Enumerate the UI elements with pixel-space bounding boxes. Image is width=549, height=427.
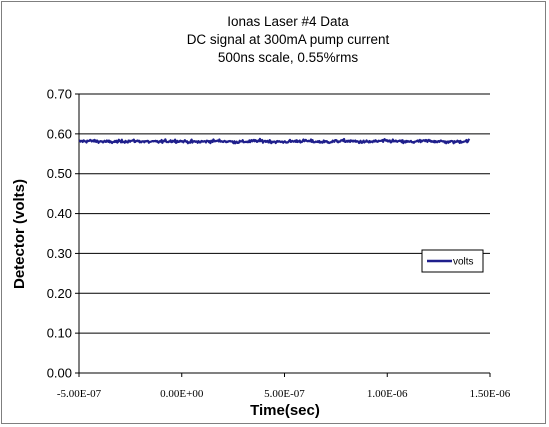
x-tick-label-1: 0.00E+00 <box>160 388 204 400</box>
chart-title: Ionas Laser #4 Data DC signal at 300mA p… <box>187 14 390 65</box>
legend-box <box>421 249 484 273</box>
y-tick-label-0: 0.00 <box>47 366 72 381</box>
y-tick-label-5: 0.50 <box>47 166 72 181</box>
x-tick-label-0: -5.00E-07 <box>57 388 102 400</box>
legend-label-volts: volts <box>453 257 474 268</box>
y-tick-label-1: 0.10 <box>47 326 72 341</box>
y-tick-label-2: 0.20 <box>47 286 72 301</box>
chart-title-line-1: Ionas Laser #4 Data <box>227 14 349 29</box>
y-tick-label-3: 0.30 <box>47 246 72 261</box>
y-axis-label: Detector (volts) <box>11 179 28 289</box>
y-tick-label-4: 0.40 <box>47 206 72 221</box>
chart-title-line-3: 500ns scale, 0.55%rms <box>218 50 359 65</box>
series-volts <box>78 137 471 145</box>
x-tick-label-2: 5.00E-07 <box>264 388 305 400</box>
y-tick-label-6: 0.60 <box>47 126 72 141</box>
chart-title-line-2: DC signal at 300mA pump current <box>187 32 390 47</box>
y-tick-label-7: 0.70 <box>47 87 72 102</box>
y-axis-ticks: 0.00 0.10 0.20 0.30 0.40 0.50 0.60 0.70 <box>47 87 79 381</box>
x-tick-label-3: 1.00E-06 <box>367 388 408 400</box>
axes <box>78 94 490 374</box>
x-tick-label-4: 1.50E-06 <box>470 388 511 400</box>
legend: volts <box>421 249 484 273</box>
series-line-volts <box>78 137 471 145</box>
gridlines <box>79 93 490 334</box>
x-axis-label: Time(sec) <box>250 402 320 419</box>
x-axis-ticks: -5.00E-07 0.00E+00 5.00E-07 1.00E-06 1.50E-0… <box>57 373 511 400</box>
